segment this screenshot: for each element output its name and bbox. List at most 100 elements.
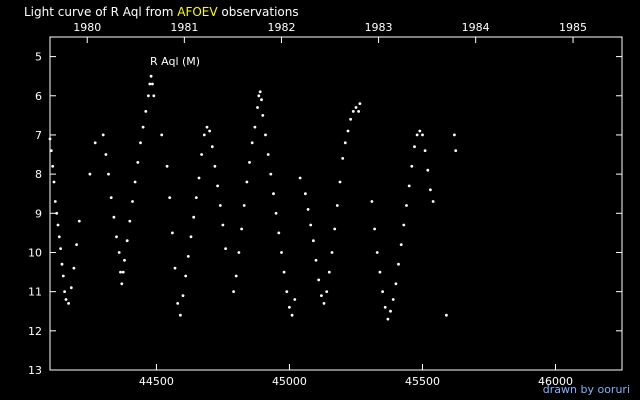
data-point [405,204,408,207]
year-tick-label: 1981 [170,21,198,34]
data-point [343,141,347,145]
data-point [165,164,169,168]
data-point [407,184,411,188]
data-point [131,200,134,203]
data-point [125,239,129,243]
data-point [317,278,321,282]
data-point [314,258,318,262]
data-point [383,305,387,309]
data-point [192,215,196,219]
data-point [373,227,376,231]
data-point [338,180,342,184]
x-tick-label: 46000 [538,375,573,388]
data-point [358,102,362,105]
data-point [288,305,291,309]
data-point [399,243,403,247]
data-point [60,262,64,266]
data-point [320,294,323,297]
data-point [325,290,329,293]
data-point [394,282,398,286]
data-point [429,188,432,192]
data-point [107,172,110,176]
data-point [261,114,265,117]
data-point [208,129,212,133]
plot-frame [49,36,623,371]
data-point [381,290,384,293]
data-point [149,74,153,78]
x-tick-label: 44500 [139,375,174,388]
data-point [57,235,61,239]
y-tick-label: 13 [28,364,42,377]
data-point [269,172,273,176]
data-point [277,231,281,235]
data-point [189,235,193,239]
data-point [341,157,345,160]
data-point [64,298,68,301]
data-point [282,270,286,274]
data-point [245,180,249,184]
y-axis: 5 6 7 8 9 10 11 12 13 [28,51,622,377]
data-point [67,302,70,305]
star-label: R Aql (M) [150,55,200,68]
data-point [421,133,424,137]
data-point [200,153,204,156]
year-tick-label: 1985 [559,21,587,34]
data-point [391,298,395,301]
data-point [253,125,257,129]
data-point [75,243,78,247]
data-point [221,223,225,227]
data-point [232,290,236,293]
data-point [55,211,59,215]
data-point [184,274,188,278]
data-point [120,282,124,286]
data-point [402,223,406,227]
y-tick-label: 12 [28,325,42,338]
y-tick-label: 6 [35,90,42,103]
data-point [48,137,52,141]
credit-text: drawn by ooruri [542,383,630,396]
data-point [213,164,217,168]
data-point [322,302,326,305]
data-point [264,133,267,137]
data-point [237,251,241,254]
data-point [418,129,422,133]
data-point [160,133,164,137]
data-point [415,133,419,137]
data-point [147,94,150,98]
x-tick-label: 45000 [272,375,307,388]
data-point [397,262,400,266]
chart-title: Light curve of R Aql from AFOEV observat… [24,5,299,19]
data-point [210,145,214,149]
data-point [151,82,154,86]
data-point [410,164,414,168]
data-point [375,251,379,254]
data-point [148,82,152,86]
top-year-axis: 1980 1981 1982 1983 1984 1985 [73,21,587,43]
y-tick-label: 10 [28,246,42,259]
data-point [426,168,430,172]
data-point [205,125,209,129]
data-point [454,149,458,153]
data-point [168,196,172,200]
data-point [197,176,201,180]
data-point [290,313,294,317]
data-point [186,255,190,258]
data-point [104,153,108,156]
data-point [330,251,334,254]
data-point [257,94,261,98]
y-tick-label: 5 [35,51,42,64]
data-point [250,141,254,145]
data-point [413,145,416,149]
y-tick-label: 9 [35,207,42,220]
data-point [423,149,427,153]
data-point [52,180,56,184]
year-tick-label: 1982 [267,21,295,34]
data-point [49,149,53,153]
data-point [117,251,121,254]
data-point [139,141,142,145]
data-point [69,286,73,290]
data-point [128,219,132,223]
year-tick-label: 1984 [462,21,490,34]
data-point [194,196,198,200]
